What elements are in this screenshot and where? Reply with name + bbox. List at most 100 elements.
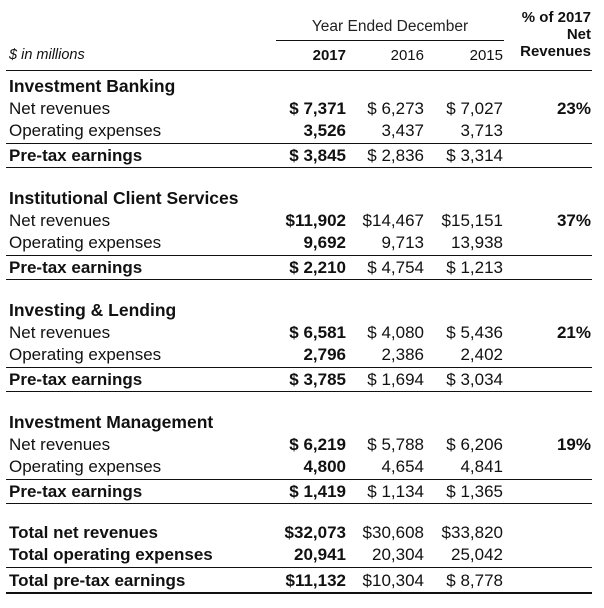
year-col-2016: 2016	[390, 47, 424, 64]
section-rule	[6, 391, 592, 392]
value-2017: $ 1,419	[289, 482, 346, 501]
row-label: Total pre-tax earnings	[9, 571, 186, 590]
year-col-2015: 2015	[469, 47, 503, 64]
value-2016: $ 1,694	[367, 370, 424, 389]
value-2017: $ 3,785	[289, 370, 346, 389]
row-label: Net revenues	[9, 211, 111, 230]
row-label: Pre-tax earnings	[9, 258, 143, 277]
value-2017: 3,526	[303, 121, 346, 140]
row-divider	[6, 367, 592, 368]
net-revenues-row: Net revenues $ 6,581 $ 4,080 $ 5,436 21%	[0, 321, 604, 343]
pretax-row: Pre-tax earnings $ 3,785 $ 1,694 $ 3,034	[0, 368, 604, 390]
value-2016: 3,437	[381, 121, 424, 140]
value-2015: $ 8,778	[446, 571, 503, 590]
operating-expenses-row: Operating expenses 4,800 4,654 4,841	[0, 455, 604, 477]
net-revenues-row: Net revenues $11,902 $14,467 $15,151 37%	[0, 209, 604, 231]
value-2015: 3,713	[460, 121, 503, 140]
segment-title: Investment Management	[9, 412, 214, 432]
value-2015: $ 5,436	[446, 323, 503, 342]
operating-expenses-row: Operating expenses 2,796 2,386 2,402	[0, 343, 604, 365]
row-label: Operating expenses	[9, 233, 162, 252]
value-2016: $30,608	[362, 523, 424, 542]
value-2016: $ 4,080	[367, 323, 424, 342]
net-revenues-row: Net revenues $ 6,219 $ 5,788 $ 6,206 19%	[0, 433, 604, 455]
segment-heading-row: Investing & Lending	[0, 298, 604, 320]
value-2017: $11,902	[285, 211, 346, 230]
row-divider	[6, 255, 592, 256]
total-operating-expenses-row: Total operating expenses 20,941 20,304 2…	[0, 543, 604, 565]
value-2016: 20,304	[372, 545, 424, 564]
total-net-revenues-row: Total net revenues $32,073 $30,608 $33,8…	[0, 521, 604, 543]
pct-of-net-revenues: 19%	[556, 435, 591, 454]
segment-heading-row: Investment Management	[0, 410, 604, 432]
pretax-row: Pre-tax earnings $ 1,419 $ 1,134 $ 1,365	[0, 480, 604, 502]
row-label: Pre-tax earnings	[9, 146, 143, 165]
value-2016: $10,304	[362, 571, 424, 590]
value-2015: $ 1,365	[446, 482, 503, 501]
row-label: Net revenues	[9, 435, 111, 454]
value-2016: $ 4,754	[367, 258, 424, 277]
value-2016: 4,654	[381, 457, 424, 476]
value-2015: 2,402	[460, 345, 503, 364]
segment-title: Investing & Lending	[9, 300, 177, 320]
value-2016: 9,713	[381, 233, 424, 252]
value-2017: $11,132	[285, 571, 346, 590]
value-2017: $ 6,219	[289, 435, 346, 454]
pct-net-revenues-heading: % of 2017 Net Revenues	[520, 9, 591, 60]
value-2016: $14,467	[362, 211, 424, 230]
segment-heading-row: Investment Banking	[0, 74, 604, 96]
row-divider	[6, 567, 592, 568]
value-2016: $ 5,788	[367, 435, 424, 454]
value-2016: $ 6,273	[367, 99, 424, 118]
pct-of-net-revenues: 23%	[556, 99, 591, 118]
value-2016: 2,386	[381, 345, 424, 364]
section-rule	[6, 167, 592, 168]
unit-label: $ in millions	[9, 47, 85, 63]
value-2015: $ 3,314	[446, 146, 503, 165]
bottom-rule	[6, 592, 592, 594]
value-2017: 9,692	[303, 233, 346, 252]
pct-of-net-revenues: 21%	[556, 323, 591, 342]
row-divider	[6, 479, 592, 480]
row-label: Operating expenses	[9, 121, 162, 140]
segment-title: Investment Banking	[9, 76, 176, 96]
value-2015: 25,042	[451, 545, 503, 564]
value-2017: $ 3,845	[289, 146, 346, 165]
value-2015: $ 7,027	[446, 99, 503, 118]
row-label: Net revenues	[9, 323, 111, 342]
row-divider	[6, 143, 592, 144]
value-2015: $33,820	[441, 523, 503, 542]
row-label: Total net revenues	[9, 523, 158, 542]
segment-heading-row: Institutional Client Services	[0, 186, 604, 208]
section-rule	[6, 279, 592, 280]
pct-heading-line1: % of 2017	[521, 9, 591, 26]
value-2015: 13,938	[451, 233, 503, 252]
row-label: Net revenues	[9, 99, 111, 118]
year-col-2017: 2017	[312, 47, 346, 64]
value-2015: $ 1,213	[446, 258, 503, 277]
net-revenues-row: Net revenues $ 7,371 $ 6,273 $ 7,027 23%	[0, 97, 604, 119]
header-rule	[6, 70, 592, 71]
row-label: Total operating expenses	[9, 545, 213, 564]
segment-title: Institutional Client Services	[9, 188, 239, 208]
value-2017: 4,800	[303, 457, 346, 476]
value-2015: $15,151	[441, 211, 503, 230]
pct-heading-line3: Revenues	[520, 43, 591, 60]
pretax-row: Pre-tax earnings $ 3,845 $ 2,836 $ 3,314	[0, 144, 604, 166]
operating-expenses-row: Operating expenses 9,692 9,713 13,938	[0, 231, 604, 253]
value-2017: $ 7,371	[289, 99, 346, 118]
pct-of-net-revenues: 37%	[556, 211, 591, 230]
row-label: Pre-tax earnings	[9, 482, 143, 501]
row-label: Operating expenses	[9, 345, 162, 364]
value-2017: 2,796	[303, 345, 346, 364]
total-pretax-row: Total pre-tax earnings $11,132 $10,304 $…	[0, 569, 604, 591]
row-label: Pre-tax earnings	[9, 370, 143, 389]
pct-heading-line2: Net	[566, 26, 591, 43]
value-2017: 20,941	[294, 545, 346, 564]
pretax-row: Pre-tax earnings $ 2,210 $ 4,754 $ 1,213	[0, 256, 604, 278]
value-2017: $ 6,581	[289, 323, 346, 342]
value-2015: $ 6,206	[446, 435, 503, 454]
value-2017: $32,073	[284, 523, 346, 542]
year-ended-heading: Year Ended December	[276, 14, 504, 41]
